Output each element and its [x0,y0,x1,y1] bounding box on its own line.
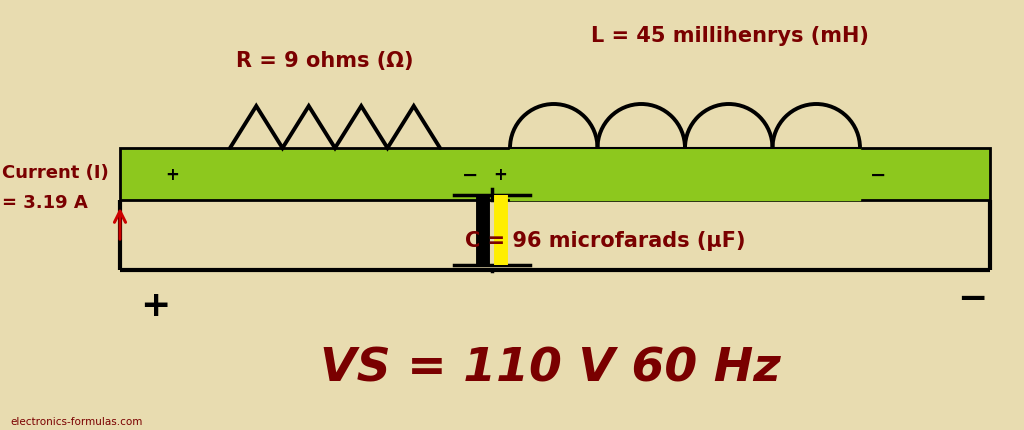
Text: electronics-formulas.com: electronics-formulas.com [10,416,142,426]
Text: VS = 110 V 60 Hz: VS = 110 V 60 Hz [319,346,780,390]
Text: = 3.19 A: = 3.19 A [2,194,88,212]
Text: −: − [462,165,478,184]
Text: +: + [165,166,179,184]
Text: −: − [869,165,886,184]
Text: −: − [956,281,987,315]
Text: +: + [140,289,170,322]
Text: L = 45 millihenrys (mH): L = 45 millihenrys (mH) [591,26,869,46]
Text: C = 96 microfarads (μF): C = 96 microfarads (μF) [465,230,745,250]
Text: +: + [494,166,507,184]
Text: Current (I): Current (I) [2,164,109,181]
Text: R = 9 ohms (Ω): R = 9 ohms (Ω) [237,51,414,71]
Bar [120,149,990,200]
